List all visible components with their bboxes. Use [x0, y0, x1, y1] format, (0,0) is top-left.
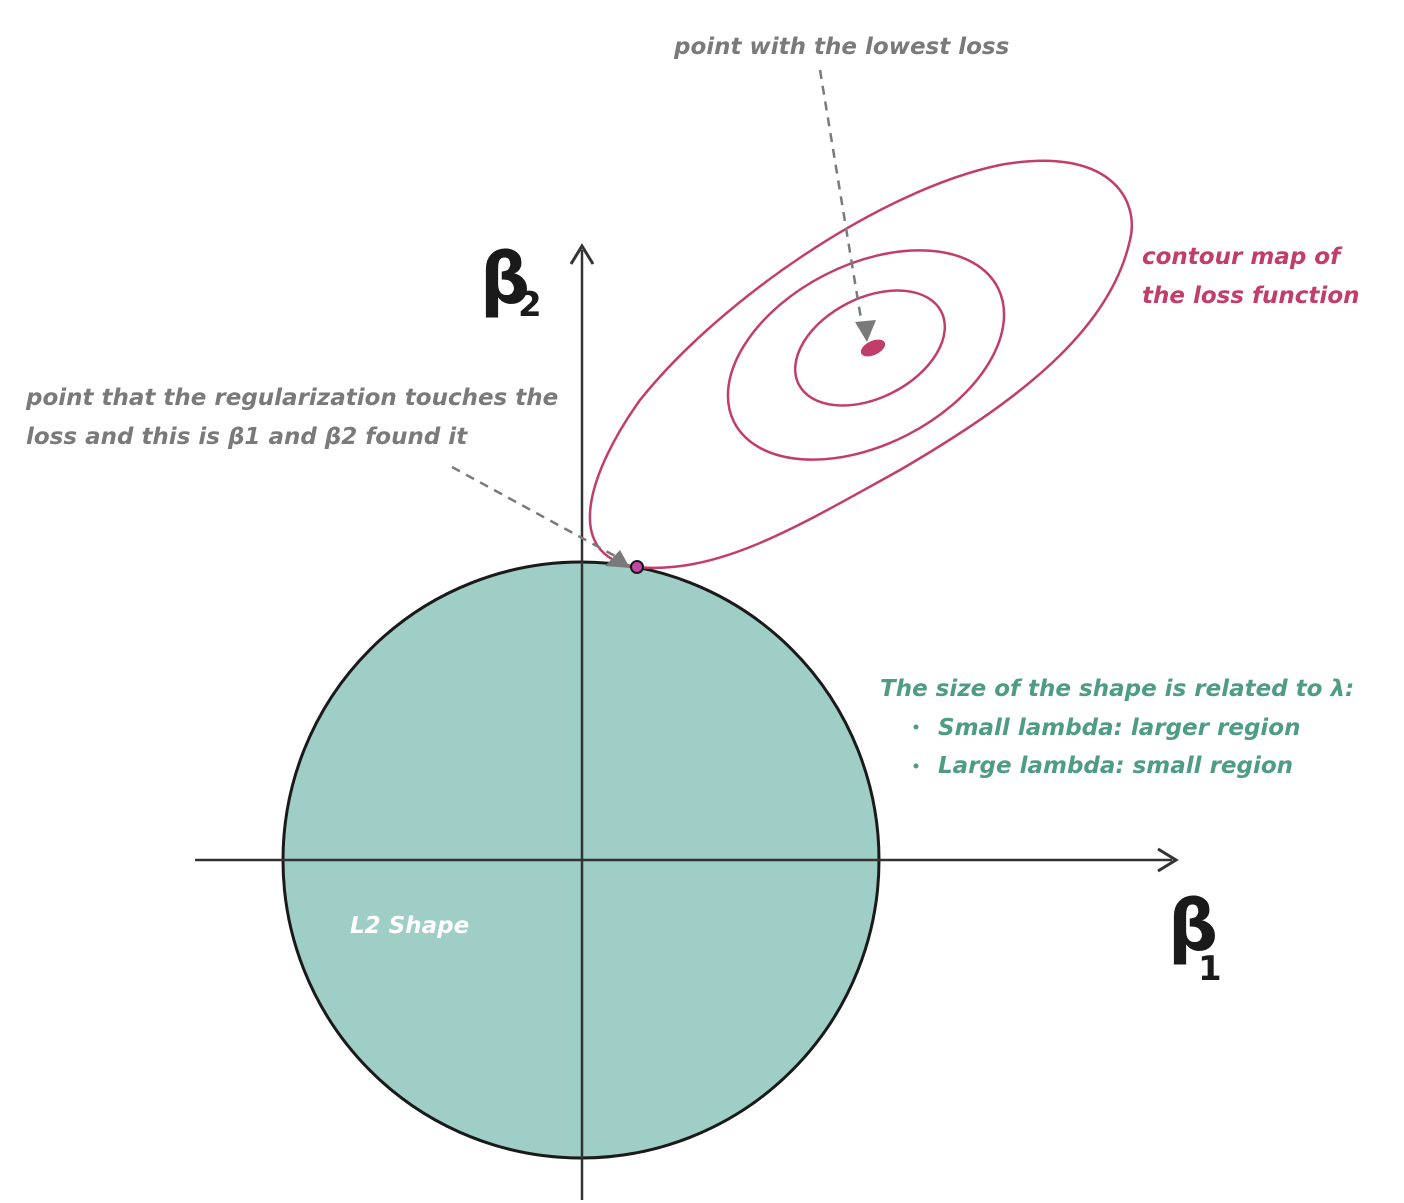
x-axis-label: β — [1168, 885, 1218, 967]
bullet-icon — [913, 724, 919, 730]
x-axis-arrow-icon — [1157, 847, 1179, 873]
touch-annotation-line1: point that the regularization touches th… — [25, 385, 558, 411]
contour-middle — [726, 249, 1006, 461]
dashed-pointer-arrow-icon — [605, 550, 630, 568]
lambda-item-small: Small lambda: larger region — [938, 715, 1300, 741]
contour-annotation-line2: the loss function — [1142, 283, 1360, 309]
bullet-icon — [913, 763, 919, 769]
lambda-title: The size of the shape is related to λ: — [880, 676, 1354, 702]
dashed-pointer-arrow-icon — [855, 320, 876, 342]
lowest-loss-annotation: point with the lowest loss — [673, 34, 1009, 60]
x-axis-subscript: 1 — [1198, 949, 1222, 989]
touch-point — [630, 560, 644, 574]
lowest-loss-pointer — [818, 69, 864, 326]
y-axis-arrow-icon — [569, 243, 595, 265]
contour-inner — [793, 289, 947, 407]
lambda-item-large: Large lambda: small region — [938, 753, 1293, 779]
l2-shape-label: L2 Shape — [350, 913, 469, 939]
loss-minimum-point — [860, 339, 886, 357]
touch-annotation-line2: loss and this is β1 and β2 found it — [26, 424, 468, 450]
contour-outer — [588, 159, 1134, 570]
y-axis-label: β — [480, 238, 530, 320]
loss-contours — [588, 159, 1134, 570]
y-axis-subscript: 2 — [518, 285, 542, 325]
pointer-arrows — [451, 69, 864, 558]
axes — [195, 243, 1179, 1200]
contour-annotation-line1: contour map of — [1142, 244, 1343, 270]
